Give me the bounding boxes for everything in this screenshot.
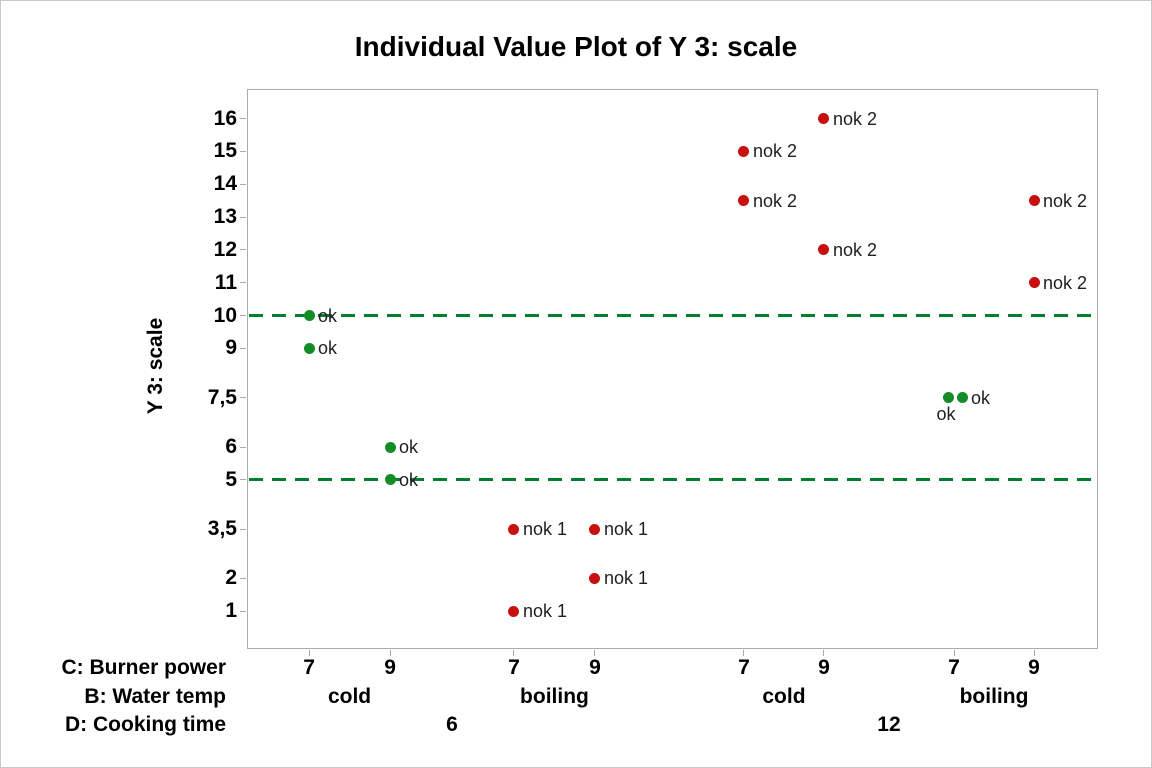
- point-label: nok 1: [603, 519, 649, 540]
- x-axis-value-burner-power: 9: [818, 656, 830, 679]
- point-label: ok: [318, 305, 338, 326]
- x-axis-value-water-temp: cold: [762, 685, 806, 708]
- data-point: [738, 145, 750, 157]
- x-axis-value-cooking-time: 6: [446, 713, 458, 736]
- point-label: ok: [318, 338, 338, 359]
- point-label: ok: [971, 387, 991, 408]
- y-axis-tick-mark: [240, 446, 246, 448]
- x-axis-value-burner-power: 7: [508, 656, 520, 679]
- x-axis-value-burner-power: 9: [589, 656, 601, 679]
- x-axis-tick-mark: [743, 650, 745, 656]
- x-axis-tick-mark: [823, 650, 825, 656]
- data-point: [589, 523, 601, 535]
- x-axis-value-cooking-time: 12: [877, 713, 901, 736]
- reference-line: [249, 314, 1096, 318]
- y-axis-tick-mark: [240, 610, 246, 612]
- data-point: [818, 113, 830, 125]
- y-axis-tick-mark: [240, 150, 246, 152]
- data-point: [303, 310, 315, 322]
- y-axis-tick-label: 9: [225, 336, 237, 360]
- chart-title: Individual Value Plot of Y 3: scale: [354, 31, 798, 62]
- x-axis-row-header-cooking-time: D: Cooking time: [65, 713, 226, 736]
- y-axis-tick-label: 16: [213, 106, 237, 130]
- x-axis-value-water-temp: boiling: [959, 685, 1029, 708]
- x-axis-value-water-temp: cold: [327, 685, 372, 708]
- point-label: ok: [399, 437, 419, 457]
- point-label: nok 2: [752, 190, 798, 211]
- y-axis-tick-label: 12: [213, 237, 237, 261]
- data-point: [508, 523, 520, 535]
- x-axis-value-burner-power: 7: [948, 656, 960, 679]
- y-axis-tick-mark: [240, 315, 246, 317]
- x-axis-row-header-water-temp: B: Water temp: [84, 685, 226, 708]
- y-axis-tick-label: 6: [225, 435, 237, 458]
- point-label: nok 1: [522, 601, 567, 622]
- x-axis-tick-mark: [953, 650, 955, 656]
- y-axis-tick-mark: [240, 397, 246, 399]
- y-axis-tick-label: 2: [225, 566, 237, 590]
- x-axis-value-burner-power: 9: [1028, 656, 1040, 679]
- x-axis-row-header-burner-power: C: Burner power: [61, 656, 226, 679]
- point-label: ok: [399, 469, 419, 490]
- data-point: [1028, 277, 1040, 289]
- y-axis-tick-label: 3,5: [207, 517, 237, 541]
- y-axis-tick-label: 15: [213, 139, 237, 163]
- x-axis-tick-mark: [389, 650, 391, 656]
- y-axis-tick-mark: [240, 118, 246, 120]
- point-label: nok 1: [603, 568, 649, 589]
- y-axis-tick-mark: [240, 479, 246, 481]
- x-axis-tick-mark: [308, 650, 310, 656]
- x-axis-tick-mark: [594, 650, 596, 656]
- data-point: [384, 474, 396, 486]
- x-axis-value-burner-power: 9: [384, 656, 396, 679]
- point-label: nok 2: [832, 239, 878, 260]
- y-axis-tick-mark: [240, 528, 246, 530]
- point-label: nok 2: [1043, 190, 1088, 211]
- y-axis-tick-label: 14: [213, 172, 237, 196]
- y-axis-tick-mark: [240, 183, 246, 185]
- data-point: [1028, 195, 1040, 207]
- y-axis-tick-mark: [240, 282, 246, 284]
- plot-area: [247, 89, 1098, 649]
- y-axis-tick-mark: [240, 347, 246, 349]
- x-axis-tick-mark: [1033, 650, 1035, 656]
- point-label: nok 2: [1043, 272, 1088, 293]
- point-label: nok 2: [832, 108, 878, 129]
- x-axis-value-burner-power: 7: [738, 656, 750, 679]
- data-point: [508, 605, 520, 617]
- y-axis-tick-label: 7,5: [207, 385, 237, 409]
- data-point: [818, 244, 830, 256]
- y-axis-tick-label: 1: [225, 599, 237, 623]
- y-axis-tick-mark: [240, 216, 246, 218]
- data-point: [303, 342, 315, 354]
- data-point: [956, 392, 968, 404]
- data-point: [942, 392, 954, 404]
- y-axis-tick-label: 11: [214, 270, 237, 294]
- reference-line: [249, 478, 1096, 482]
- y-axis-tick-mark: [240, 249, 246, 251]
- y-axis-tick-label: 5: [225, 467, 237, 491]
- point-label: ok: [936, 403, 956, 424]
- point-label: nok 2: [752, 141, 798, 162]
- y-axis-tick-label: 10: [213, 303, 237, 327]
- x-axis-value-burner-power: 7: [303, 656, 315, 679]
- y-axis-tick-label: 13: [213, 205, 237, 229]
- point-label: nok 1: [522, 519, 567, 540]
- data-point: [738, 195, 750, 207]
- x-axis-tick-mark: [513, 650, 515, 656]
- data-point: [589, 572, 601, 584]
- y-axis-tick-mark: [240, 577, 246, 579]
- data-point: [384, 441, 396, 453]
- x-axis-value-water-temp: boiling: [520, 685, 589, 708]
